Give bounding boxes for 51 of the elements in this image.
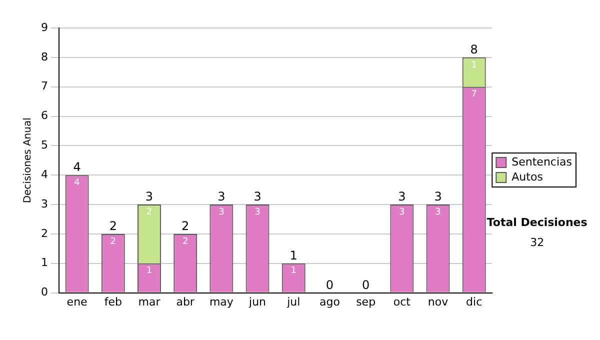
total-label: 3 — [434, 190, 442, 204]
data-label: 1 — [146, 266, 152, 276]
total-label: 1 — [290, 248, 298, 263]
data-label: 4 — [74, 178, 80, 188]
x-tick-label: jun — [248, 295, 266, 308]
data-label: 2 — [146, 207, 152, 218]
y-tick-label: 2 — [41, 226, 48, 240]
data-label: 2 — [110, 236, 116, 247]
y-axis-title: Decisiones Anual — [22, 118, 34, 204]
data-label: 1 — [290, 266, 296, 276]
x-tick-label: may — [209, 295, 234, 308]
x-tick-label: oct — [393, 295, 412, 308]
text: 32 — [530, 236, 544, 249]
y-tick-label: 0 — [41, 286, 48, 299]
y-tick-label: 3 — [41, 197, 48, 210]
total-label: 8 — [470, 42, 478, 57]
x-tick-label: abr — [176, 295, 195, 308]
y-tick-label: 9 — [41, 20, 48, 34]
data-label: 3 — [218, 207, 224, 218]
total-label: 4 — [73, 160, 81, 174]
y-tick-label: 8 — [41, 50, 48, 64]
data-label: 3 — [399, 207, 405, 218]
x-tick-label: dic — [466, 295, 482, 308]
data-label: 2 — [182, 236, 188, 247]
total-label: 3 — [254, 190, 262, 204]
x-tick-label: ago — [319, 295, 340, 308]
x-tick-label: sep — [356, 295, 376, 308]
legend-label: Sentencias — [512, 155, 572, 168]
total-label: 3 — [145, 190, 154, 204]
y-tick-label: 7 — [41, 80, 48, 93]
data-label: 3 — [435, 207, 441, 218]
y-tick-label: 4 — [41, 168, 48, 181]
legend-label: Autos — [512, 170, 544, 184]
total-label: 3 — [218, 190, 226, 204]
y-tick-label: 6 — [41, 109, 48, 122]
y-tick-label: 5 — [41, 138, 48, 152]
x-tick-label: nov — [428, 295, 449, 308]
x-tick-label: mar — [138, 295, 161, 308]
y-tick-label: 1 — [41, 256, 48, 270]
total-label: 2 — [109, 219, 117, 234]
data-label: 7 — [471, 90, 477, 100]
x-tick-label: feb — [104, 295, 122, 308]
x-tick-label: ene — [66, 295, 88, 308]
total-label: 2 — [182, 219, 190, 234]
total-label: 0 — [362, 278, 370, 292]
data-label: 1 — [471, 60, 477, 70]
total-label: 0 — [326, 278, 334, 292]
data-label: 3 — [254, 207, 260, 218]
total-label: 3 — [398, 190, 406, 204]
annotation: Total Decisiones — [486, 216, 588, 229]
x-tick-label: jul — [286, 295, 300, 308]
